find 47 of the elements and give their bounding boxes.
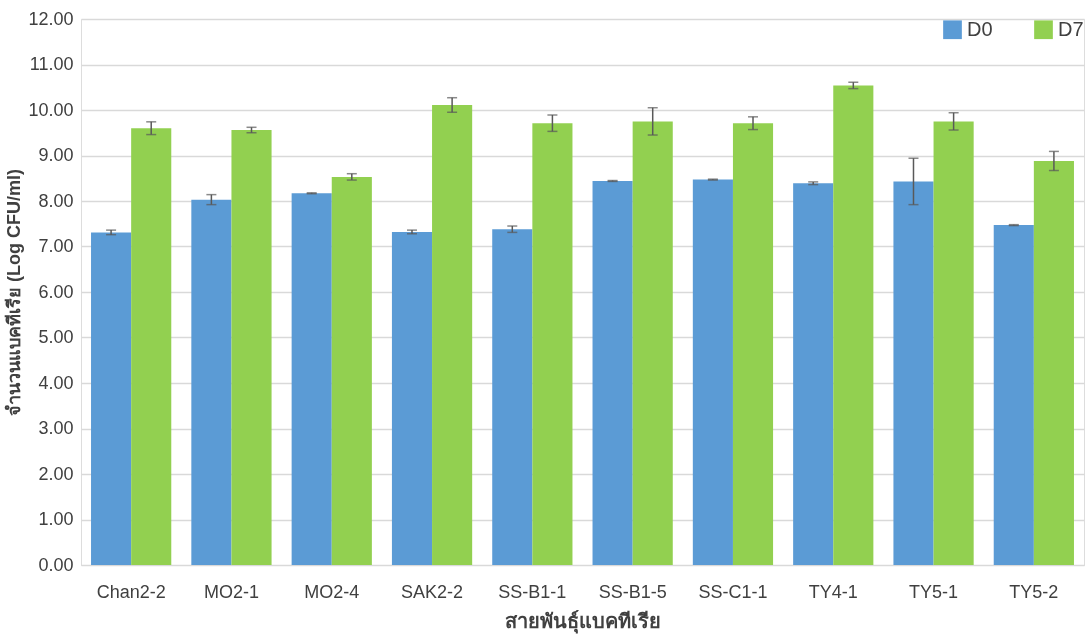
bar <box>331 176 372 565</box>
y-tick-label: 8.00 <box>38 190 74 211</box>
y-tick-label: 9.00 <box>38 145 74 165</box>
bar <box>432 105 473 565</box>
x-tick-label: TY5-2 <box>1009 581 1059 602</box>
y-tick-label: 7.00 <box>38 236 74 256</box>
bar <box>191 199 232 565</box>
y-tick-label: 4.00 <box>38 372 74 393</box>
bar <box>893 181 934 565</box>
x-axis-title: สายพันธุ์แบคทีเรีย <box>505 609 661 634</box>
x-tick-label: MO2-4 <box>304 581 360 602</box>
bar <box>732 123 774 565</box>
bar <box>833 85 874 565</box>
bar <box>1033 160 1074 565</box>
bar <box>933 121 974 565</box>
x-tick-label: TY5-1 <box>909 581 959 602</box>
bar <box>532 123 573 565</box>
bar <box>692 179 733 565</box>
x-tick-label: SAK2-2 <box>401 581 464 602</box>
y-tick-label: 10.00 <box>28 99 74 120</box>
bar <box>91 232 132 565</box>
legend-label: D0 <box>967 17 993 40</box>
bar <box>793 183 834 565</box>
y-tick-label: 2.00 <box>38 463 74 484</box>
x-tick-label: Chan2-2 <box>96 581 166 602</box>
x-tick-label: SS-C1-1 <box>698 581 768 602</box>
bar <box>291 193 332 565</box>
bar <box>492 229 533 565</box>
y-tick-label: 11.00 <box>29 54 74 74</box>
x-tick-label: SS-B1-5 <box>598 581 667 602</box>
x-tick-label: SS-B1-1 <box>498 581 567 602</box>
x-tick-label: TY4-1 <box>808 581 858 602</box>
bar <box>231 130 272 565</box>
y-tick-label: 6.00 <box>38 281 74 302</box>
y-tick-label: 1.00 <box>38 509 74 529</box>
bar <box>592 180 633 565</box>
bar <box>993 225 1034 565</box>
y-tick-label: 5.00 <box>38 327 74 347</box>
bar <box>391 231 433 565</box>
legend-label: D7 <box>1058 17 1084 40</box>
bar <box>131 128 172 565</box>
y-tick-label: 0.00 <box>38 554 74 575</box>
y-tick-label: 3.00 <box>38 418 74 438</box>
y-axis-title: จำนวนแบคทีเรีย (Log CFU/ml) <box>4 169 25 416</box>
x-tick-label: MO2-1 <box>203 581 259 602</box>
y-tick-label: 12.00 <box>28 8 74 29</box>
bar <box>632 121 673 565</box>
